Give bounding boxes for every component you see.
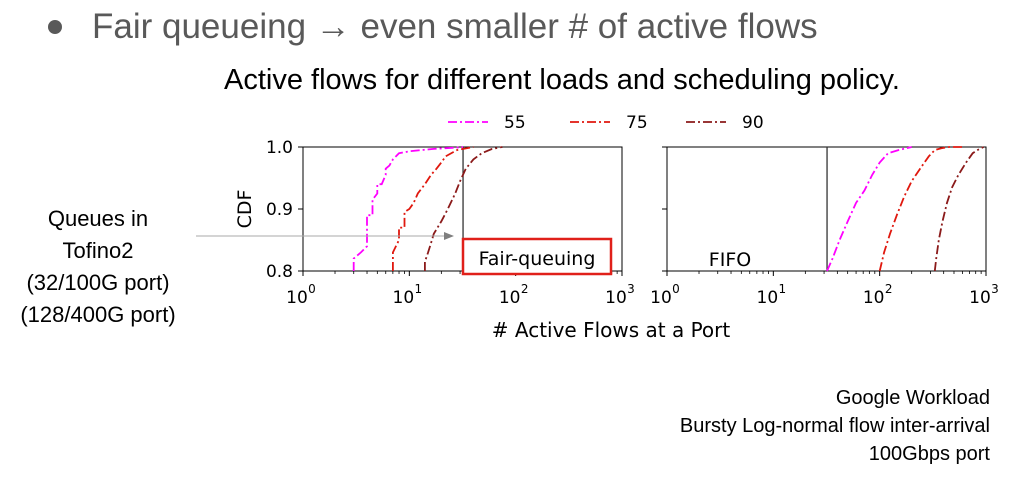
annotation-label: Fair-queuing: [479, 248, 596, 270]
workload-note-line: Bursty Log-normal flow inter-arrival: [679, 415, 990, 437]
bullet-text: Fair queueing → even smaller # of active…: [92, 7, 818, 46]
legend-label: 90: [742, 113, 764, 133]
queues-label-line: (32/100G port): [26, 270, 170, 295]
x-tick-label: 10: [863, 288, 885, 308]
queues-label-line: Queues in: [47, 206, 149, 231]
series-line-90: [423, 146, 503, 271]
series-line-55: [826, 146, 912, 272]
x-tick-label: 10: [286, 288, 308, 308]
bullet-dot-icon: [48, 20, 62, 34]
x-tick-label: 10: [650, 288, 672, 308]
x-axis-label: # Active Flows at a Port: [492, 318, 731, 342]
legend-label: 75: [626, 113, 648, 133]
queues-connector-arrow-icon: [444, 232, 454, 240]
y-tick-label: 0.9: [266, 200, 293, 220]
y-tick-label: 0.8: [266, 262, 293, 282]
x-tick-label: 10: [605, 288, 627, 308]
x-tick-label: 10: [969, 288, 991, 308]
slide-subtitle: Active flows for different loads and sch…: [224, 64, 900, 96]
series-line-75: [391, 146, 474, 271]
queues-label: Queues in Tofino2 (32/100G port) (128/40…: [0, 203, 196, 331]
annotation-label: FIFO: [709, 249, 751, 271]
x-tick-exponent: 2: [521, 282, 529, 296]
x-tick-label: 10: [393, 288, 415, 308]
series-line-75: [878, 146, 963, 272]
y-tick-label: 1.0: [266, 138, 293, 158]
workload-note-line: 100Gbps port: [868, 443, 990, 465]
x-tick-exponent: 3: [991, 282, 999, 296]
workload-note-line: Google Workload: [835, 387, 990, 409]
x-tick-exponent: 2: [885, 282, 893, 296]
x-tick-label: 10: [499, 288, 521, 308]
legend-label: 55: [504, 113, 526, 133]
x-tick-exponent: 0: [308, 282, 316, 296]
x-tick-exponent: 1: [415, 282, 423, 296]
x-tick-label: 10: [757, 288, 779, 308]
queues-label-line: (128/400G port): [20, 302, 176, 327]
x-tick-exponent: 1: [779, 282, 787, 296]
annotation-box: [461, 237, 613, 276]
queues-label-line: Tofino2: [62, 238, 134, 263]
series-line-90: [933, 146, 984, 272]
x-tick-exponent: 0: [672, 282, 680, 296]
bullet-line: Fair queueing → even smaller # of active…: [48, 4, 818, 50]
workload-notes: Google Workload Bursty Log-normal flow i…: [680, 384, 990, 468]
y-axis-label: CDF: [234, 190, 256, 229]
x-tick-exponent: 3: [627, 282, 635, 296]
